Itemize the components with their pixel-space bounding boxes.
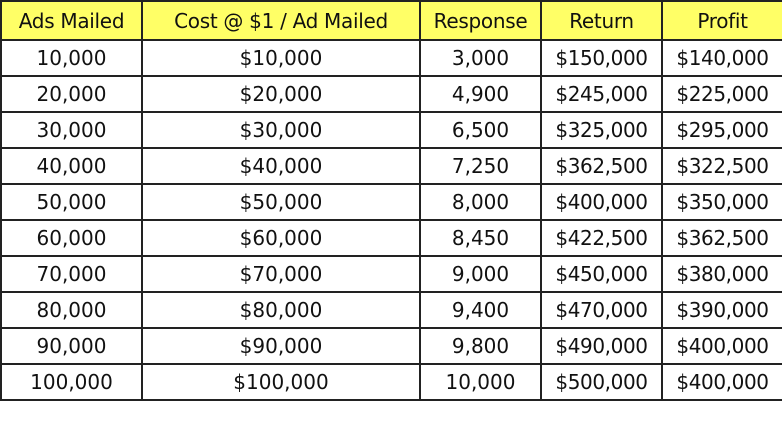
table-header: Ads Mailed Cost @ $1 / Ad Mailed Respons… (0, 0, 782, 41)
cell-return: $400,000 (540, 183, 663, 221)
cell-profit: $295,000 (661, 111, 782, 149)
table-row: 70,000 $70,000 9,000 $450,000 $380,000 (0, 255, 782, 293)
header-row: Ads Mailed Cost @ $1 / Ad Mailed Respons… (0, 0, 782, 41)
cell-profit: $322,500 (661, 147, 782, 185)
cell-profit: $140,000 (661, 39, 782, 77)
cell-return: $362,500 (540, 147, 663, 185)
cell-cost: $90,000 (141, 327, 421, 365)
table-row: 10,000 $10,000 3,000 $150,000 $140,000 (0, 39, 782, 77)
header-response: Response (419, 0, 542, 41)
cell-ads-mailed: 80,000 (0, 291, 143, 329)
cell-return: $490,000 (540, 327, 663, 365)
table-row: 60,000 $60,000 8,450 $422,500 $362,500 (0, 219, 782, 257)
table-row: 80,000 $80,000 9,400 $470,000 $390,000 (0, 291, 782, 329)
cell-ads-mailed: 30,000 (0, 111, 143, 149)
table-row: 100,000 $100,000 10,000 $500,000 $400,00… (0, 363, 782, 401)
cell-cost: $50,000 (141, 183, 421, 221)
cell-return: $470,000 (540, 291, 663, 329)
cell-cost: $40,000 (141, 147, 421, 185)
cell-response: 8,000 (419, 183, 542, 221)
header-cost-per-ad: Cost @ $1 / Ad Mailed (141, 0, 421, 41)
cell-response: 3,000 (419, 39, 542, 77)
cell-ads-mailed: 10,000 (0, 39, 143, 77)
cell-response: 9,800 (419, 327, 542, 365)
cell-cost: $100,000 (141, 363, 421, 401)
cell-cost: $30,000 (141, 111, 421, 149)
cell-ads-mailed: 20,000 (0, 75, 143, 113)
cell-cost: $70,000 (141, 255, 421, 293)
cell-profit: $390,000 (661, 291, 782, 329)
cell-ads-mailed: 60,000 (0, 219, 143, 257)
cell-profit: $400,000 (661, 363, 782, 401)
cell-profit: $400,000 (661, 327, 782, 365)
cell-response: 4,900 (419, 75, 542, 113)
cell-ads-mailed: 90,000 (0, 327, 143, 365)
cell-cost: $80,000 (141, 291, 421, 329)
table-row: 50,000 $50,000 8,000 $400,000 $350,000 (0, 183, 782, 221)
header-profit: Profit (661, 0, 782, 41)
table-row: 30,000 $30,000 6,500 $325,000 $295,000 (0, 111, 782, 149)
cell-return: $325,000 (540, 111, 663, 149)
cell-profit: $225,000 (661, 75, 782, 113)
table-row: 40,000 $40,000 7,250 $362,500 $322,500 (0, 147, 782, 185)
cell-return: $422,500 (540, 219, 663, 257)
table-body: 10,000 $10,000 3,000 $150,000 $140,000 2… (0, 39, 782, 401)
cell-response: 8,450 (419, 219, 542, 257)
cell-response: 9,000 (419, 255, 542, 293)
cell-ads-mailed: 40,000 (0, 147, 143, 185)
cell-response: 9,400 (419, 291, 542, 329)
cell-ads-mailed: 50,000 (0, 183, 143, 221)
cell-profit: $350,000 (661, 183, 782, 221)
cell-cost: $20,000 (141, 75, 421, 113)
cell-return: $450,000 (540, 255, 663, 293)
cell-return: $150,000 (540, 39, 663, 77)
table-row: 20,000 $20,000 4,900 $245,000 $225,000 (0, 75, 782, 113)
cell-profit: $362,500 (661, 219, 782, 257)
cell-ads-mailed: 100,000 (0, 363, 143, 401)
table-row: 90,000 $90,000 9,800 $490,000 $400,000 (0, 327, 782, 365)
cell-ads-mailed: 70,000 (0, 255, 143, 293)
cell-profit: $380,000 (661, 255, 782, 293)
cell-cost: $10,000 (141, 39, 421, 77)
header-ads-mailed: Ads Mailed (0, 0, 143, 41)
cell-response: 10,000 (419, 363, 542, 401)
cell-response: 6,500 (419, 111, 542, 149)
cell-cost: $60,000 (141, 219, 421, 257)
cell-response: 7,250 (419, 147, 542, 185)
cell-return: $500,000 (540, 363, 663, 401)
header-return: Return (540, 0, 663, 41)
cell-return: $245,000 (540, 75, 663, 113)
ad-mailing-profit-table: Ads Mailed Cost @ $1 / Ad Mailed Respons… (0, 0, 782, 401)
